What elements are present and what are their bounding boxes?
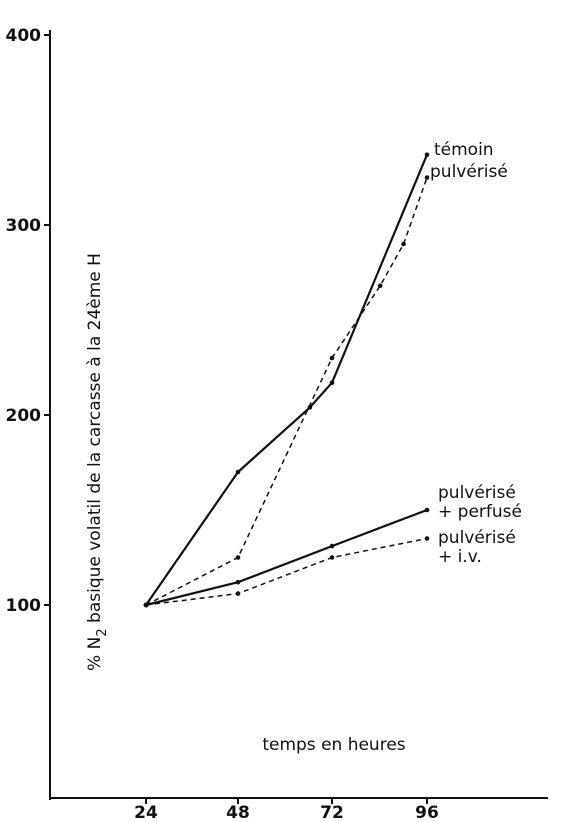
data-point	[235, 555, 241, 560]
data-point	[329, 543, 335, 549]
y-tick-label: 100	[6, 596, 42, 616]
data-point	[424, 507, 430, 513]
data-point	[424, 152, 430, 157]
data-point	[329, 355, 335, 361]
series-annotation: + perfusé	[438, 502, 522, 522]
data-point	[235, 469, 241, 475]
data-point	[377, 283, 383, 289]
series-annotation: pulvérisé	[430, 162, 508, 182]
series-line-pulverise-perfuse	[145, 508, 428, 607]
series-line-temoin	[145, 154, 429, 606]
x-tick-label: 24	[134, 803, 158, 822]
y-ticks: 100 200 300 400	[6, 26, 50, 616]
x-ticks: 24 48 72 96	[134, 798, 439, 822]
data-point	[235, 591, 241, 596]
x-tick-label: 96	[415, 803, 439, 822]
x-axis-label: temps en heures	[262, 735, 405, 755]
series-line-pulverise-iv	[145, 537, 428, 606]
x-tick-label: 48	[226, 803, 250, 822]
series-annotation: témoin	[434, 140, 494, 160]
series-line-pulverise	[145, 177, 428, 606]
y-axis-label-part: basique volatil de la carcasse à la 24èm…	[85, 253, 105, 628]
y-axis-label-part: % N	[85, 637, 105, 671]
data-point	[143, 602, 149, 608]
y-axis-label-subscript: 2	[95, 628, 110, 636]
svg-text:% N2 basique volatil de la car: % N2 basique volatil de la carcasse à la…	[85, 253, 110, 671]
y-tick-label: 200	[6, 406, 42, 426]
y-tick-label: 400	[6, 26, 42, 46]
data-point	[401, 241, 406, 247]
y-tick-label: 300	[6, 216, 42, 236]
y-axis-label: % N2 basique volatil de la carcasse à la…	[85, 253, 110, 671]
series-annotation: pulvérisé	[438, 483, 516, 503]
series-annotation: pulvérisé	[438, 528, 516, 548]
series-layer	[143, 152, 430, 608]
x-tick-label: 72	[320, 803, 344, 822]
data-point	[235, 579, 241, 585]
data-point	[329, 380, 335, 386]
data-point	[424, 536, 430, 541]
series-annotation: + i.v.	[438, 547, 482, 567]
data-point	[424, 175, 430, 180]
data-point	[329, 555, 335, 560]
